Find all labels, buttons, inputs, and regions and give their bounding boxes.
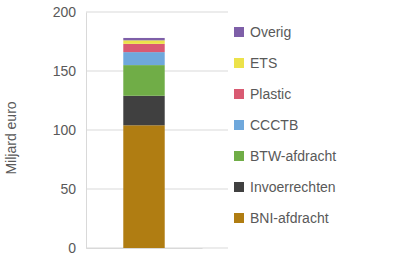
grid-line	[86, 12, 228, 13]
y-tick: 100	[53, 122, 86, 138]
legend-swatch	[234, 89, 244, 99]
y-axis-title: Miljard euro	[3, 101, 19, 174]
legend-label: ETS	[250, 55, 277, 71]
y-tick-label: 50	[60, 181, 76, 197]
y-tick-label: 200	[53, 4, 77, 20]
y-tick-label: 0	[68, 240, 76, 256]
legend-swatch	[234, 58, 244, 68]
legend-label: CCCTB	[250, 117, 298, 133]
legend-label: Plastic	[250, 86, 291, 102]
legend-label: BNI-afdracht	[250, 210, 329, 226]
legend: Overig ETS Plastic CCCTB BTW-afdracht Invoerr…	[234, 24, 336, 226]
y-tick-label: 150	[53, 63, 77, 79]
y-tick-label: 100	[53, 122, 77, 138]
bar-segment	[123, 65, 164, 96]
y-axis: 0 50 100 150 200	[53, 4, 87, 256]
legend-label: Invoerrechten	[250, 179, 336, 195]
bar-segment	[123, 96, 164, 126]
y-axis-line	[86, 13, 87, 249]
y-tick: 50	[60, 181, 86, 197]
bars	[123, 38, 164, 248]
y-tick: 200	[53, 4, 86, 20]
bar-segment	[123, 40, 164, 44]
x-axis-line	[87, 248, 203, 249]
legend-swatch	[234, 213, 244, 223]
bar-segment	[123, 52, 164, 65]
x-axis	[87, 248, 203, 250]
legend-swatch	[234, 151, 244, 161]
legend-swatch	[234, 182, 244, 192]
y-tick: 150	[53, 63, 86, 79]
grid	[86, 12, 228, 248]
bar-segment	[123, 44, 164, 52]
legend-swatch	[234, 27, 244, 37]
bar-segment	[123, 38, 164, 40]
legend-swatch	[234, 120, 244, 130]
bar-segment	[123, 125, 164, 248]
legend-label: BTW-afdracht	[250, 148, 336, 164]
y-tick: 0	[68, 240, 86, 256]
legend-label: Overig	[250, 24, 291, 40]
